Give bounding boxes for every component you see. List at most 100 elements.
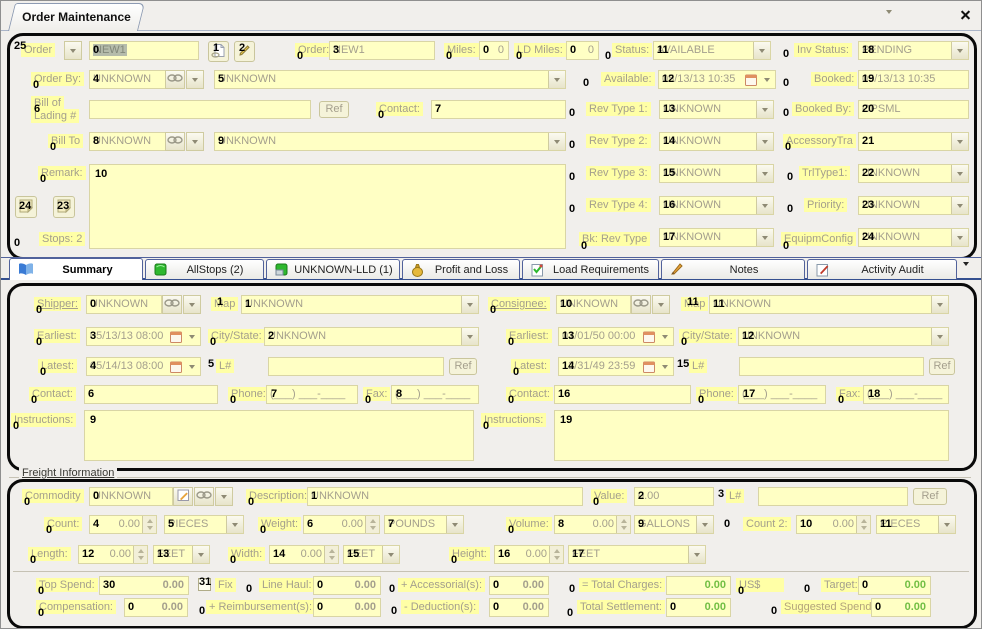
dropdown-button[interactable] [382,546,399,563]
tab-unknown-lld[interactable]: UNKNOWN-LLD (1) [266,259,400,279]
note-button-2[interactable]: 23 [53,196,75,218]
order-by-link-button[interactable] [165,70,185,89]
shipper-phone-field[interactable]: (___) ___-____ 7 [266,385,358,404]
count-unit-select[interactable]: PIECES 5 [164,515,244,534]
bill-to-dropdown-button[interactable] [186,132,204,151]
priority-select[interactable]: UNKNOWN 23 [858,196,969,215]
shipper-city-select[interactable]: UNKNOWN 2 [264,327,479,346]
dropdown-button[interactable] [192,546,209,563]
remark-textarea[interactable]: 10 [89,164,566,249]
order-id-field[interactable]: NEW1 0 [89,41,199,60]
spinner[interactable] [549,546,563,563]
top-spend-field[interactable]: 0.00 30 [99,576,189,595]
dropdown-button[interactable] [759,71,775,88]
consignee-link[interactable]: Consignee: [488,297,550,311]
compensation-field[interactable]: 0.00 0 [124,598,188,617]
tab-summary[interactable]: Summary [9,258,143,280]
equip-config-select[interactable]: UNKNOWN 24 [858,228,969,247]
dropdown-button[interactable] [657,358,673,375]
bill-to-field[interactable]: UNKNOWN 8 [89,132,166,151]
calendar-icon[interactable] [643,361,655,373]
consignee-earliest-field[interactable]: 01/01/50 00:00 13 [558,327,674,346]
copy-order-button[interactable]: 1 [208,41,229,62]
spinner[interactable] [324,546,338,563]
spinner[interactable] [133,546,147,563]
dropdown-button[interactable] [931,328,948,345]
dropdown-button[interactable] [226,516,243,533]
dropdown-button[interactable] [756,101,773,118]
bk-rev-type-select[interactable]: UNKNOWN 17 [659,228,774,247]
rev-type-3-select[interactable]: UNKNOWN 15 [659,164,774,183]
dropdown-button[interactable] [184,328,200,345]
consignee-fax-field[interactable]: (___) ___-____ 18 [863,385,949,404]
shipper-link-button[interactable] [162,295,182,314]
spinner[interactable] [616,516,630,533]
width-unit-select[interactable]: FEET 15 [343,545,400,564]
bol-ref-button[interactable]: Ref [319,101,349,118]
consignee-map-button[interactable]: Map [681,297,709,311]
length-unit-select[interactable]: FEET 13 [153,545,210,564]
order-by-field[interactable]: UNKNOWN 4 [89,70,166,89]
consignee-link-button[interactable] [631,295,651,314]
order-combo-dropdown-button[interactable] [64,41,82,60]
fix-checkbox[interactable] [198,578,211,591]
dropdown-button[interactable] [756,229,773,246]
booked-by-field[interactable]: OPSML 20 [858,100,969,119]
shipper-contact-field[interactable]: 6 [84,385,218,404]
shipper-name-select[interactable]: UNKNOWN 1 [241,295,479,314]
consignee-instructions-textarea[interactable]: 19 [554,410,949,461]
dropdown-button[interactable] [753,42,770,59]
dropdown-button[interactable] [548,133,565,150]
commodity-edit-button[interactable] [173,487,193,506]
bill-to-name-field[interactable]: UNKNOWN 9 [214,132,566,151]
consignee-city-select[interactable]: UNKNOWN 12 [738,327,949,346]
order-number-field[interactable]: NEW1 3 [329,41,435,60]
note-button-1[interactable]: 24 [15,196,37,218]
height-stepper[interactable]: 0.00 16 [494,545,564,564]
shipper-latest-field[interactable]: 05/14/13 08:00 4 [86,357,201,376]
shipper-link[interactable]: Shipper: [34,297,81,311]
rev-type-2-select[interactable]: UNKNOWN 14 [659,132,774,151]
spinner[interactable] [856,516,870,533]
consignee-l-field[interactable] [739,357,924,376]
height-unit-select[interactable]: FEET 17 [568,545,706,564]
dropdown-button[interactable] [951,133,968,150]
accessory-select[interactable]: 21 [858,132,969,151]
weight-unit-select[interactable]: POUNDS 7 [384,515,464,534]
shipper-l-field[interactable] [268,357,444,376]
dropdown-button[interactable] [657,328,673,345]
shipper-map-button[interactable]: Map [211,297,239,311]
line-haul-field[interactable]: 0.00 0 [313,576,381,595]
dropdown-button[interactable] [688,546,705,563]
spinner[interactable] [365,516,379,533]
rev-type-1-select[interactable]: UNKNOWN 13 [659,100,774,119]
dropdown-button[interactable] [951,229,968,246]
spinner[interactable] [142,516,156,533]
consignee-ref-button[interactable]: Ref [929,358,955,375]
bill-to-link-button[interactable] [165,132,185,151]
consignee-dropdown-button[interactable] [652,295,670,314]
calendar-icon[interactable] [745,74,757,86]
tab-profit-and-loss[interactable]: Profit and Loss [402,259,520,279]
tab-load-requirements[interactable]: Load Requirements [522,259,659,279]
volume-stepper[interactable]: 0.00 8 [554,515,631,534]
bill-of-lading-field[interactable] [89,100,311,119]
dropdown-button[interactable] [756,165,773,182]
dropdown-button[interactable] [756,133,773,150]
ld-miles-field[interactable]: 0 0 [566,41,599,60]
header-overflow-button[interactable] [886,10,892,26]
tab-allstops[interactable]: AllStops (2) [145,259,264,279]
width-stepper[interactable]: 0.00 14 [269,545,339,564]
rev-type-4-select[interactable]: UNKNOWN 16 [659,196,774,215]
consignee-contact-field[interactable]: 16 [554,385,691,404]
shipper-instructions-textarea[interactable]: 9 [84,410,474,461]
dropdown-button[interactable] [548,71,565,88]
commodity-field[interactable]: UNKNOWN 0 [89,487,173,506]
shipper-fax-field[interactable]: (___) ___-____ 8 [391,385,479,404]
tab-activity-audit[interactable]: Activity Audit [807,259,957,279]
shipper-ref-button[interactable]: Ref [449,358,477,375]
close-button[interactable] [959,8,972,21]
dropdown-button[interactable] [696,516,713,533]
dropdown-button[interactable] [951,42,968,59]
order-by-name-field[interactable]: UNKNOWN 5 [214,70,566,89]
